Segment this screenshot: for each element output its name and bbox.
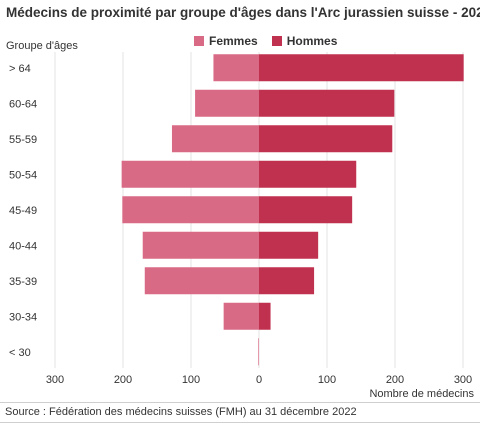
chart-title: Médecins de proximité par groupe d'âges …	[6, 5, 480, 20]
y-tick-label-1: 60-64	[9, 98, 37, 110]
bar-femmes-3	[121, 160, 259, 188]
y-tick-label-5: 40-44	[9, 240, 37, 252]
bar-hommes-5	[259, 231, 319, 259]
x-axis-title: Nombre de médecins	[369, 388, 474, 400]
x-tick-label-1: 200	[114, 374, 132, 386]
source-note: Source : Fédération des médecins suisses…	[5, 406, 357, 418]
y-tick-label-4: 45-49	[9, 205, 37, 217]
x-tick-label-0: 300	[46, 374, 64, 386]
bar-femmes-2	[171, 125, 259, 153]
y-tick-label-6: 35-39	[9, 276, 37, 288]
legend-item-hommes: Hommes	[271, 34, 338, 48]
bar-femmes-6	[144, 267, 259, 295]
bar-femmes-8	[258, 338, 259, 366]
bar-hommes-6	[259, 267, 315, 295]
y-tick-label-3: 50-54	[9, 169, 37, 181]
legend-label-femmes: Femmes	[209, 34, 258, 48]
bar-femmes-0	[213, 54, 259, 82]
bar-hommes-7	[259, 302, 271, 330]
bar-hommes-1	[259, 89, 395, 117]
chart-plot-area: > 64 60-64 55-59 50-54 45-49 40-44 35-39 30-34 <…	[9, 52, 472, 386]
x-tick-label-2: 100	[182, 374, 200, 386]
x-tick-label-6: 300	[454, 374, 472, 386]
bar-femmes-5	[142, 231, 259, 259]
legend-swatch-femmes	[194, 36, 204, 46]
y-axis-title: Groupe d'âges	[6, 40, 78, 52]
legend-label-hommes: Hommes	[286, 34, 338, 48]
bottom-border	[0, 422, 480, 423]
bar-femmes-1	[195, 89, 259, 117]
x-tick-label-4: 100	[318, 374, 336, 386]
bar-hommes-0	[259, 54, 464, 82]
y-tick-label-0: > 64	[9, 63, 31, 75]
y-tick-label-2: 55-59	[9, 134, 37, 146]
bar-femmes-7	[223, 302, 259, 330]
bar-hommes-3	[259, 160, 357, 188]
bar-hommes-4	[259, 196, 353, 224]
legend: Femmes Hommes	[194, 34, 351, 48]
footer-divider	[0, 402, 480, 403]
y-tick-label-7: 30-34	[9, 311, 37, 323]
legend-swatch-hommes	[271, 36, 282, 46]
x-tick-label-3: 0	[256, 374, 262, 386]
bar-hommes-2	[259, 125, 393, 153]
bar-femmes-4	[122, 196, 259, 224]
y-tick-label-8: < 30	[9, 347, 31, 359]
x-tick-label-5: 200	[386, 374, 404, 386]
legend-item-femmes: Femmes	[194, 34, 258, 48]
